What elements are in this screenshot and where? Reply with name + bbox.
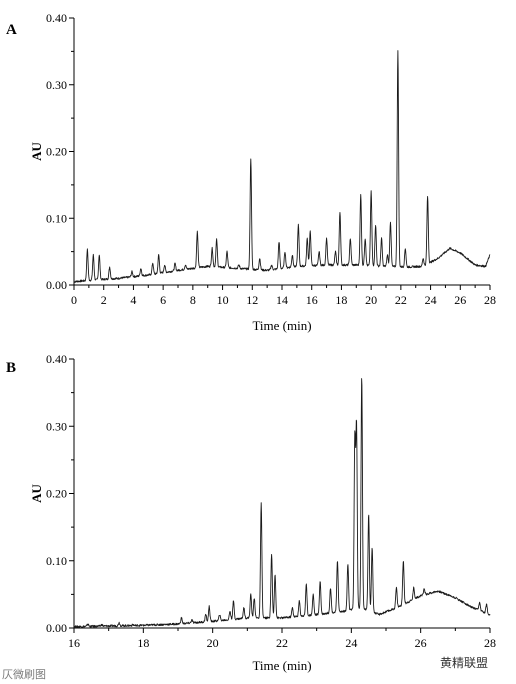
y-tick-label: 0.10 xyxy=(46,554,67,568)
x-tick-label: 8 xyxy=(190,293,196,307)
panel-letter: B xyxy=(6,360,16,376)
x-tick-label: 0 xyxy=(71,293,77,307)
panel-b: B 16 18 20 22 24 26 28 0.00 0.10 0.20 0.30 0.40 Time … xyxy=(6,352,496,673)
x-axis-title: Time (min) xyxy=(252,658,311,673)
y-tick-label: 0.40 xyxy=(46,11,67,25)
y-tick-label: 0.00 xyxy=(46,621,67,635)
x-axis-title: Time (min) xyxy=(252,318,311,333)
x-tick-label: 18 xyxy=(137,636,149,650)
x-tick-label: 10 xyxy=(217,293,229,307)
x-tick-label: 20 xyxy=(365,293,377,307)
y-axis-title: AU xyxy=(29,142,44,161)
panel-a: A0 2 4 6 8 10 12 14 16 18 20 22 24 26 280.000.100.200.… xyxy=(6,11,496,333)
x-tick-label: 6 xyxy=(160,293,166,307)
x-tick-label: 18 xyxy=(335,293,347,307)
x-tick-label: 24 xyxy=(425,293,437,307)
x-tick-label: 26 xyxy=(415,636,427,650)
x-tick-label: 22 xyxy=(276,636,288,650)
y-tick-label: 0.10 xyxy=(46,211,67,225)
y-axis-title: AU xyxy=(29,484,44,503)
x-tick-label: 28 xyxy=(484,636,496,650)
y-tick-label: 0.40 xyxy=(46,352,67,366)
x-tick-label: 16 xyxy=(68,636,80,650)
y-tick-label: 0.20 xyxy=(46,487,67,501)
x-tick-label: 4 xyxy=(130,293,136,307)
x-tick-label: 28 xyxy=(484,293,496,307)
x-tick-label: 24 xyxy=(345,636,357,650)
y-tick-label: 0.00 xyxy=(46,278,67,292)
y-tick-label: 0.30 xyxy=(46,78,67,92)
x-tick-label: 20 xyxy=(207,636,219,650)
x-tick-label: 16 xyxy=(306,293,318,307)
x-tick-label: 12 xyxy=(246,293,258,307)
x-tick-label: 14 xyxy=(276,293,288,307)
panel-letter: A xyxy=(6,22,17,38)
series-line-b xyxy=(73,378,491,629)
y-tick-label: 0.20 xyxy=(46,145,67,159)
x-tick-label: 26 xyxy=(454,293,466,307)
y-tick-label: 0.30 xyxy=(46,419,67,433)
watermark-right: 黄精联盟 xyxy=(440,656,489,670)
watermark-left: 仄微刷图 xyxy=(2,668,46,681)
x-tick-label: 2 xyxy=(101,293,107,307)
x-tick-label: 22 xyxy=(395,293,407,307)
series-line-a xyxy=(73,50,491,283)
